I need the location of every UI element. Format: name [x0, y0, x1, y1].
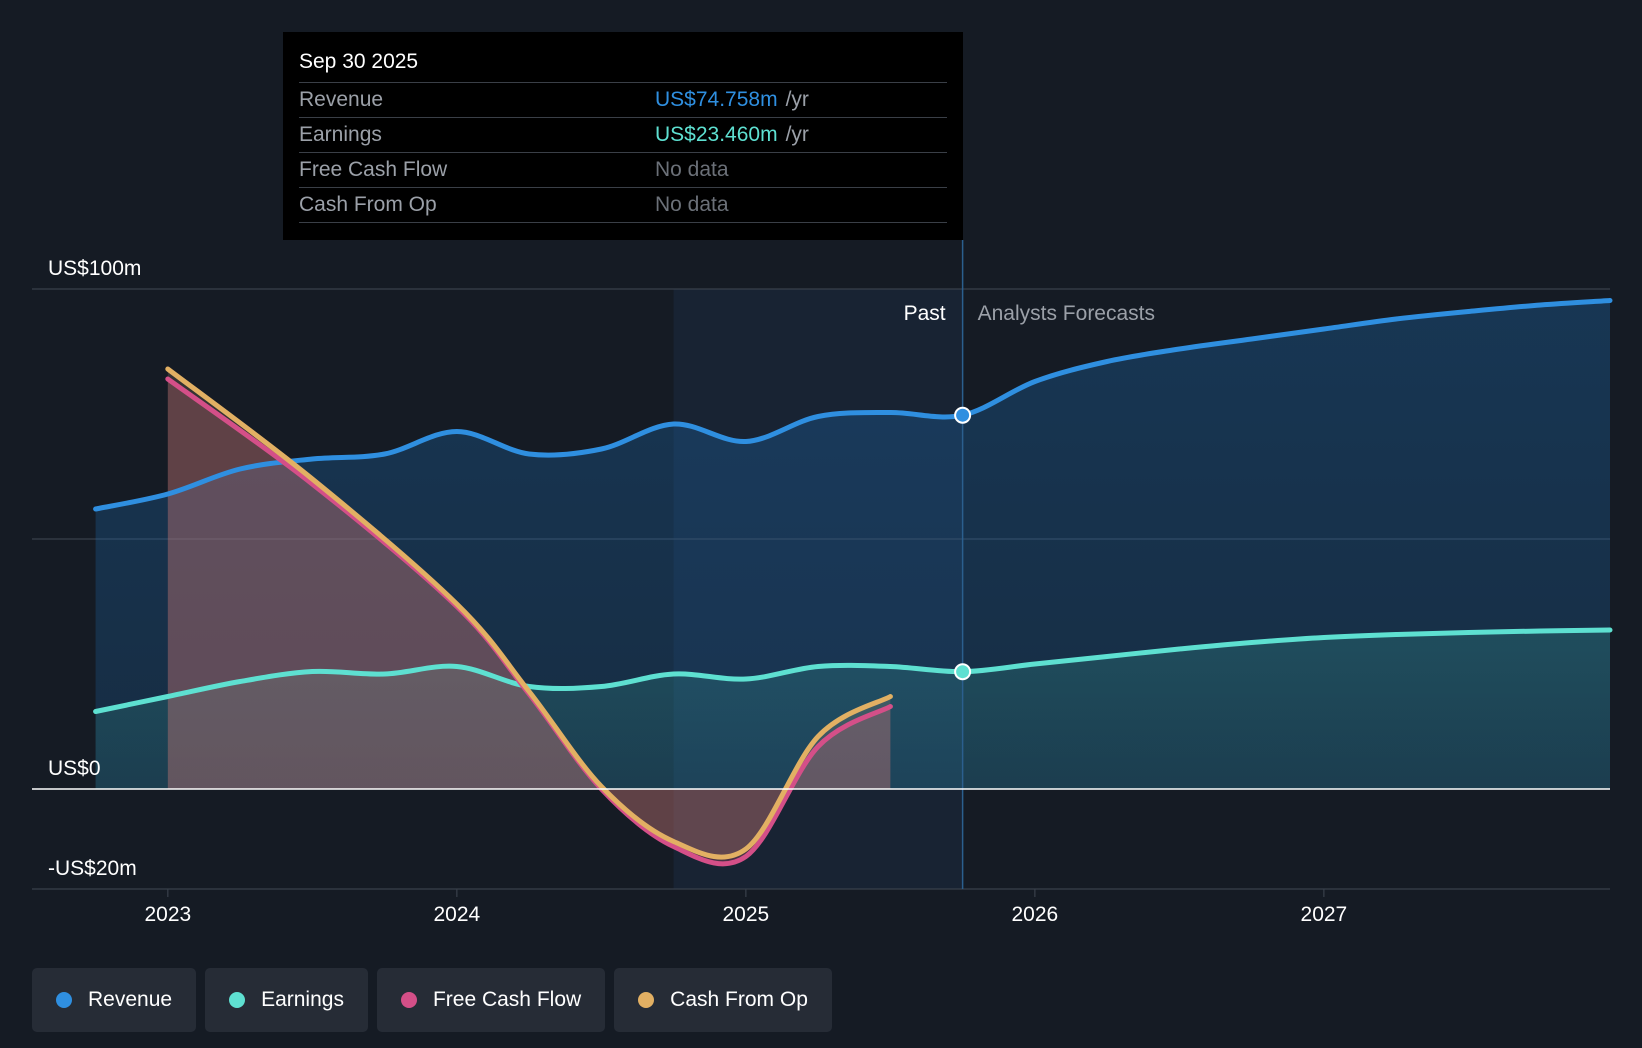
earnings-marker	[954, 663, 972, 681]
tooltip-row-free-cash-flow: Free Cash Flow No data	[299, 152, 947, 187]
revenue-line	[93, 298, 1613, 512]
y-axis-label: US$100m	[48, 257, 141, 280]
tooltip-value: No data	[655, 158, 729, 181]
free-cash-flow-dot-icon	[400, 992, 417, 1008]
tooltip-date: Sep 30 2025	[299, 50, 419, 73]
legend-label: Cash From Op	[670, 988, 808, 1011]
cash-from-op-dot-icon	[638, 992, 655, 1008]
tooltip-label: Free Cash Flow	[299, 158, 448, 181]
free-cash-flow-area	[167, 379, 891, 864]
tooltip-unit: /yr	[785, 88, 809, 111]
past-label: Past	[904, 302, 946, 325]
legend-label: Free Cash Flow	[432, 988, 582, 1011]
tooltip-value: US$74.758m	[655, 88, 778, 111]
revenue-marker	[954, 406, 972, 424]
x-tick-label: 2026	[1012, 903, 1059, 926]
tooltip-unit: /yr	[785, 123, 809, 146]
x-tick-label: 2024	[433, 903, 480, 926]
tooltip-label: Earnings	[299, 123, 382, 146]
legend-item-free-cash-flow[interactable]: Free Cash Flow	[376, 968, 606, 1032]
legend-item-earnings[interactable]: Earnings	[205, 968, 368, 1032]
tooltip-label: Revenue	[299, 88, 384, 111]
legend-item-revenue[interactable]: Revenue	[32, 968, 197, 1032]
tooltip-row-cash-from-op: Cash From Op No data	[299, 187, 947, 223]
x-tick-label: 2027	[1301, 903, 1348, 926]
earnings-line	[93, 627, 1613, 714]
legend: Revenue Earnings Free Cash Flow Cash Fro…	[32, 968, 832, 1032]
tooltip-value: No data	[655, 193, 729, 216]
cash-from-op-line	[165, 366, 893, 860]
tooltip-value: US$23.460m	[655, 123, 778, 146]
tooltip-row-earnings: Earnings US$23.460m /yr	[299, 117, 947, 152]
tooltip-label: Cash From Op	[299, 193, 437, 216]
cash-from-op-area	[167, 369, 891, 858]
legend-label: Revenue	[88, 988, 173, 1011]
legend-item-cash-from-op[interactable]: Cash From Op	[614, 968, 832, 1032]
x-tick-label: 2023	[144, 903, 191, 926]
forecast-label: Analysts Forecasts	[978, 302, 1155, 325]
legend-label: Earnings	[261, 988, 344, 1011]
y-axis-label: US$0	[48, 757, 101, 780]
revenue-dot-icon	[56, 992, 72, 1008]
tooltip: Sep 30 2025 Revenue US$74.758m /yr Earni…	[283, 32, 963, 240]
tooltip-row-revenue: Revenue US$74.758m /yr	[299, 82, 947, 117]
x-tick-label: 2025	[722, 903, 769, 926]
y-axis-label: -US$20m	[48, 857, 137, 880]
earnings-dot-icon	[229, 992, 246, 1008]
